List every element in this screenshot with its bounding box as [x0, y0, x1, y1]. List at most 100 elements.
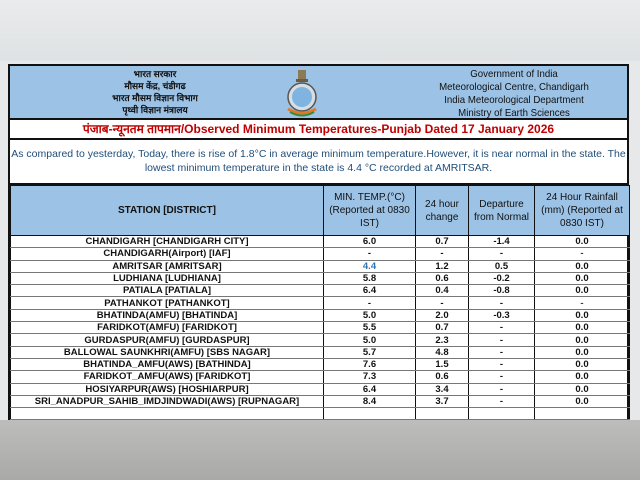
cell-departure: - [468, 247, 535, 261]
cell-min-temp: - [323, 247, 416, 261]
hindi-line: मौसम केंद्र, चंडीगढ [124, 81, 186, 91]
cell-change: 0.6 [415, 370, 469, 384]
cell-rainfall: 0.0 [534, 395, 630, 409]
col-header-change: 24 hour change [415, 185, 469, 236]
cell-rainfall: 0.0 [534, 346, 630, 359]
cell-departure: -0.2 [468, 272, 535, 286]
cell-min-temp [323, 407, 416, 421]
cell-station: GURDASPUR(AMFU) [GURDASPUR] [10, 333, 324, 347]
cell-change: - [415, 296, 469, 310]
cell-change: 0.4 [415, 284, 469, 298]
cell-departure: - [468, 370, 535, 384]
english-line: Government of India [470, 68, 558, 80]
cell-min-temp: 5.7 [323, 346, 416, 359]
cell-departure: - [468, 358, 535, 372]
english-line: Ministry of Earth Sciences [458, 107, 570, 119]
table-row: FARIDKOT(AMFU) [FARIDKOT] 5.5 0.7-0.0 [10, 321, 630, 335]
table-row: PATHANKOT [PATHANKOT] - - - - [10, 296, 630, 310]
summary-text: As compared to yesterday, Today, there i… [10, 140, 627, 185]
cell-departure: -0.8 [468, 284, 535, 298]
report-panel: भारत सरकार मौसम केंद्र, चंडीगढ भारत मौसम… [8, 64, 630, 421]
cell-rainfall: - [534, 296, 630, 310]
table-row: PATIALA [PATIALA] 6.4 0.4 -0.8 0.0 [10, 284, 630, 298]
table-row: CHANDIGARH(Airport) [IAF] - - - - [10, 247, 630, 261]
cell-change: 0.6 [415, 272, 469, 286]
cell-station: SRI_ANADPUR_SAHIB_IMDJINDWADI(AWS) [RUPN… [10, 395, 324, 409]
cell-station: HOSIYARPUR(AWS) [HOSHIARPUR] [10, 383, 324, 396]
cell-departure: -0.3 [468, 309, 535, 323]
table-row: BALLOWAL SAUNKHRI(AMFU) [SBS NAGAR] 5.7 4.… [10, 346, 630, 359]
col-header-min-temp: MIN. TEMP.(°C) (Reported at 0830 IST) [323, 185, 416, 236]
cell-min-temp: 6.4 [323, 284, 416, 298]
cell-station: CHANDIGARH [CHANDIGARH CITY] [10, 235, 324, 249]
hindi-line: भारत मौसम विज्ञान विभाग [112, 93, 198, 103]
cell-departure: - [468, 296, 535, 310]
cell-station: FARIDKOT(AMFU) [FARIDKOT] [10, 321, 324, 335]
cell-station [10, 407, 324, 421]
cell-change: 0.7 [415, 321, 469, 335]
cell-rainfall: - [534, 247, 630, 261]
cell-min-temp: 5.0 [323, 333, 416, 347]
cell-departure: - [468, 346, 535, 359]
table-row: LUDHIANA [LUDHIANA] 5.8 0.6 -0.2 0.0 [10, 272, 630, 286]
cell-min-temp: 6.4 [323, 383, 416, 396]
cell-rainfall: 0.0 [534, 272, 630, 286]
temperature-table: STATION [DISTRICT] MIN. TEMP.(°C) (Repor… [10, 185, 630, 421]
cell-change: 0.7 [415, 235, 469, 249]
cell-change: - [415, 247, 469, 261]
cell-rainfall: 0.0 [534, 235, 630, 249]
cell-departure: - [468, 383, 535, 396]
cell-min-temp: 5.8 [323, 272, 416, 286]
cell-rainfall: 0.0 [534, 284, 630, 298]
table-row: FARIDKOT_AMFU(AWS) [FARIDKOT] 7.3 0.6-0.0 [10, 370, 630, 384]
cell-min-temp: 8.4 [323, 395, 416, 409]
english-org-block: Government of India Meteorological Centr… [417, 68, 610, 120]
cell-departure: 0.5 [468, 260, 535, 273]
cell-station: PATHANKOT [PATHANKOT] [10, 296, 324, 310]
hindi-org-block: भारत सरकार मौसम केंद्र, चंडीगढ भारत मौसम… [70, 68, 240, 116]
hindi-line: पृथ्वी विज्ञान मंत्रालय [122, 105, 188, 115]
english-line: Meteorological Centre, Chandigarh [439, 81, 589, 93]
cell-min-temp: - [323, 296, 416, 310]
imd-emblem-icon [287, 70, 317, 117]
cell-rainfall: 0.0 [534, 321, 630, 335]
table-row: AMRITSAR [AMRITSAR] 4.4 1.2 0.5 0.0 [10, 260, 630, 273]
cell-departure: - [468, 395, 535, 409]
cell-change: 1.2 [415, 260, 469, 273]
cell-rainfall: 0.0 [534, 333, 630, 347]
table-row: SRI_ANADPUR_SAHIB_IMDJINDWADI(AWS) [RUPN… [10, 395, 630, 409]
report-header: भारत सरकार मौसम केंद्र, चंडीगढ भारत मौसम… [10, 66, 627, 120]
cell-min-temp: 7.6 [323, 358, 416, 372]
cell-change: 3.4 [415, 383, 469, 396]
cell-station: BALLOWAL SAUNKHRI(AMFU) [SBS NAGAR] [10, 346, 324, 359]
cell-station: BHATINDA_AMFU(AWS) [BATHINDA] [10, 358, 324, 372]
cell-min-temp: 4.4 [323, 260, 416, 273]
col-header-departure: Departure from Normal [468, 185, 535, 236]
cell-station: FARIDKOT_AMFU(AWS) [FARIDKOT] [10, 370, 324, 384]
cell-change: 4.8 [415, 346, 469, 359]
cell-min-temp: 5.0 [323, 309, 416, 323]
table-header-row: STATION [DISTRICT] MIN. TEMP.(°C) (Repor… [10, 185, 630, 236]
cell-rainfall [534, 407, 630, 421]
cell-departure [468, 407, 535, 421]
english-line: India Meteorological Department [444, 94, 584, 106]
cell-change: 2.0 [415, 309, 469, 323]
cell-rainfall: 0.0 [534, 260, 630, 273]
cell-change: 3.7 [415, 395, 469, 409]
cell-rainfall: 0.0 [534, 370, 630, 384]
cell-min-temp: 7.3 [323, 370, 416, 384]
cell-change [415, 407, 469, 421]
cell-min-temp: 6.0 [323, 235, 416, 249]
col-header-station: STATION [DISTRICT] [10, 185, 324, 236]
table-row [10, 407, 630, 421]
table-row: BHATINDA(AMFU) [BHATINDA] 5.0 2.0 -0.3 0.0 [10, 309, 630, 323]
cell-station: CHANDIGARH(Airport) [IAF] [10, 247, 324, 261]
cell-change: 2.3 [415, 333, 469, 347]
col-header-rainfall: 24 Hour Rainfall (mm) (Reported at 0830 … [534, 185, 630, 236]
table-row: GURDASPUR(AMFU) [GURDASPUR] 5.0 2.3-0.0 [10, 333, 630, 347]
cell-rainfall: 0.0 [534, 309, 630, 323]
table-row: CHANDIGARH [CHANDIGARH CITY] 6.0 0.7 -1.4 0.… [10, 235, 630, 249]
cell-station: BHATINDA(AMFU) [BHATINDA] [10, 309, 324, 323]
cell-min-temp: 5.5 [323, 321, 416, 335]
cell-departure: - [468, 321, 535, 335]
